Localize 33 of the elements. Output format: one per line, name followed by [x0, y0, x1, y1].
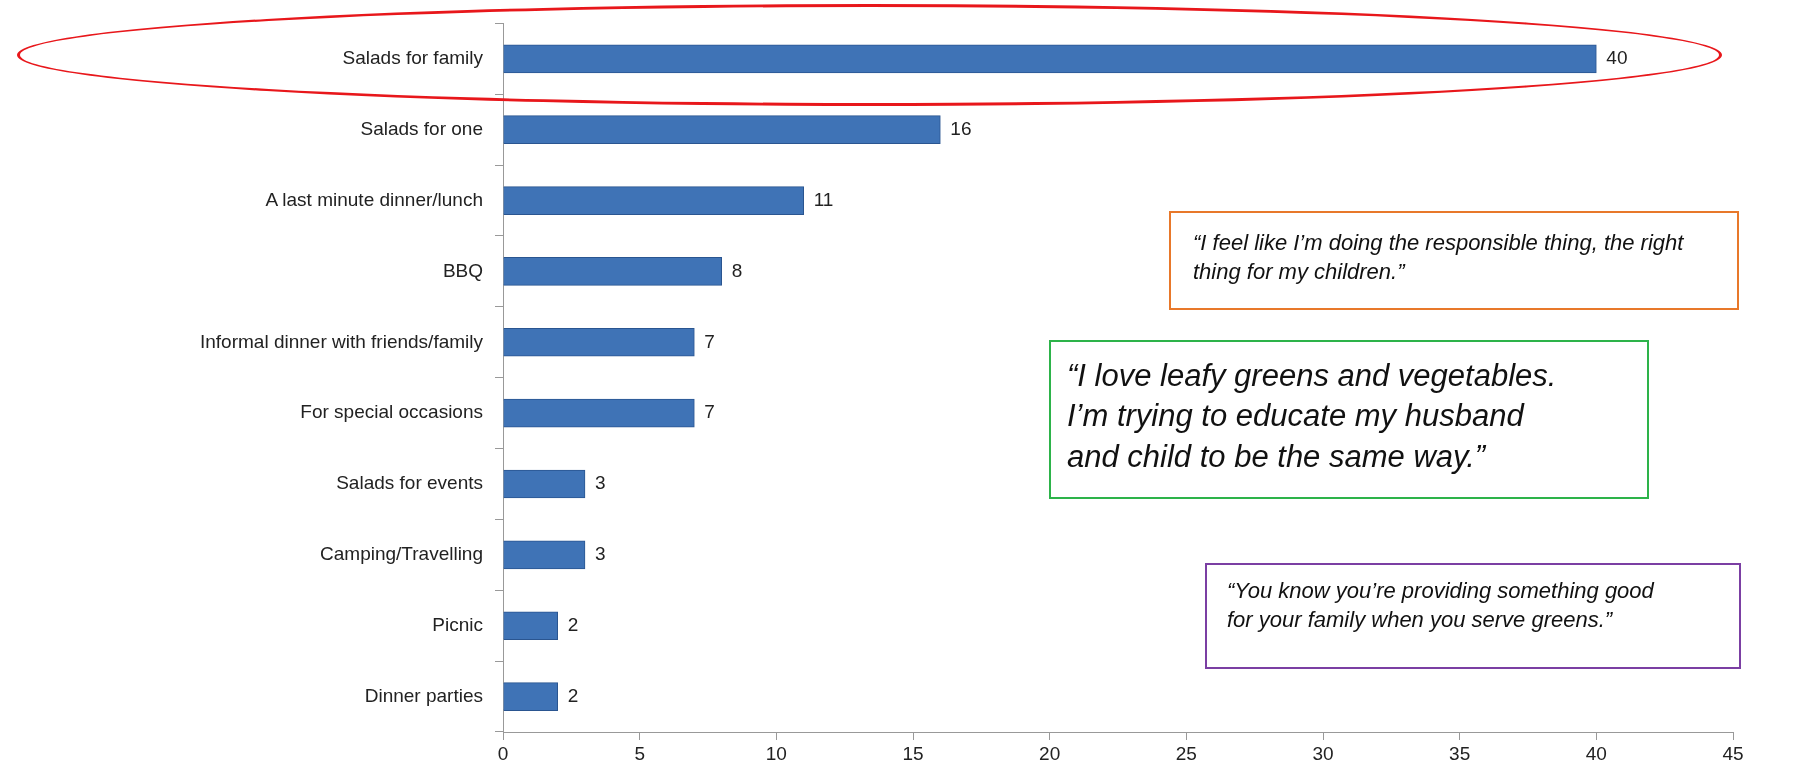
y-tick-label: Informal dinner with friends/family: [200, 330, 484, 352]
x-tick-label: 5: [634, 742, 645, 764]
x-tick-label: 10: [765, 742, 787, 764]
y-tick-label: BBQ: [442, 259, 483, 281]
data-label: 11: [813, 188, 834, 210]
x-tick-label: 40: [1585, 742, 1607, 764]
annotation: “I feel like I’m doing the responsible thing, the right thing for my children.”: [1169, 211, 1739, 310]
x-tick-label: 45: [1722, 742, 1744, 764]
y-tick-label: Picnic: [432, 613, 483, 635]
y-tick-label: A last minute dinner/lunch: [265, 188, 483, 210]
data-label: 16: [950, 117, 972, 139]
x-tick-label: 20: [1039, 742, 1061, 764]
data-label: 3: [595, 543, 606, 565]
y-tick-label: Salads for one: [360, 117, 483, 139]
y-tick-label: Dinner parties: [364, 684, 483, 706]
data-label: 7: [704, 330, 715, 352]
y-tick-label: Salads for events: [336, 472, 483, 494]
data-label: 8: [731, 259, 743, 281]
x-tick-label: 0: [497, 742, 509, 764]
data-label: 40: [1606, 47, 1628, 69]
x-tick-label: 25: [1175, 742, 1197, 764]
data-label: 2: [567, 613, 579, 635]
x-tick-label: 35: [1449, 742, 1471, 764]
data-label: 2: [567, 684, 579, 706]
y-tick-label: For special occasions: [300, 401, 483, 423]
y-tick-label: Salads for family: [342, 47, 484, 69]
data-label: 7: [704, 401, 715, 423]
y-tick-label: Camping/Travelling: [320, 543, 483, 565]
data-label: 3: [595, 472, 606, 494]
annotation: “I love leafy greens and vegetables. I’m trying to educate my husband and child to be the same way.”: [1049, 340, 1649, 499]
x-tick-label: 15: [902, 742, 924, 764]
x-tick-label: 30: [1312, 742, 1334, 764]
annotation: “You know you’re providing something good for your family when you serve greens.”: [1205, 563, 1741, 669]
